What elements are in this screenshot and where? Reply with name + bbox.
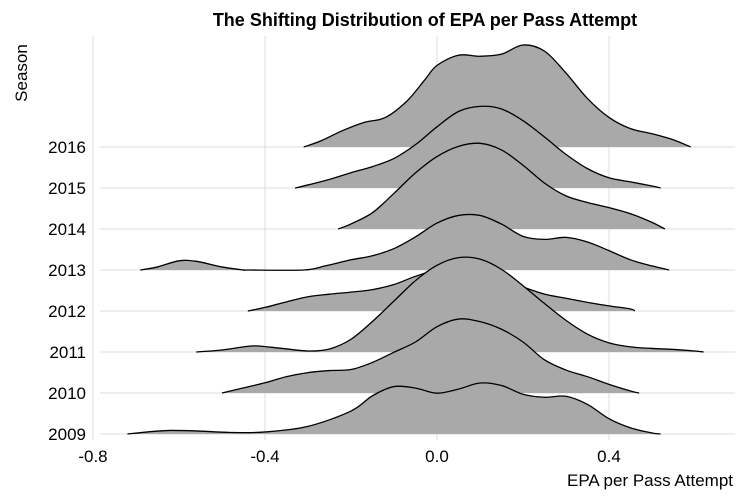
x-tick-label: -0.8 bbox=[78, 447, 107, 466]
y-tick-labels: 2009 2010 2011 2012 2013 2014 2015 2016 bbox=[48, 138, 86, 444]
ridge-fill-2010 bbox=[222, 318, 640, 393]
ridge-line-2010 bbox=[221, 318, 640, 394]
ridge-line-2013 bbox=[140, 213, 670, 271]
ridge-line-2016 bbox=[303, 44, 691, 148]
y-tick-label: 2011 bbox=[49, 343, 86, 362]
x-axis-title: EPA per Pass Attempt bbox=[567, 471, 733, 490]
chart-title: The Shifting Distribution of EPA per Pas… bbox=[213, 10, 637, 30]
y-tick-label: 2015 bbox=[48, 179, 86, 198]
ridge-line-2015 bbox=[294, 105, 661, 189]
y-tick-label: 2009 bbox=[48, 425, 86, 444]
x-tick-label: -0.4 bbox=[250, 447, 279, 466]
ridge-fill-2013 bbox=[140, 214, 670, 271]
ridge-fill-2014 bbox=[338, 143, 665, 229]
y-tick-label: 2014 bbox=[48, 220, 86, 239]
ridge-line-2009 bbox=[127, 382, 661, 435]
y-tick-label: 2010 bbox=[48, 384, 86, 403]
ridge-line-2011 bbox=[196, 256, 704, 353]
ridge-fill-2016 bbox=[303, 44, 691, 148]
y-tick-label: 2013 bbox=[48, 261, 86, 280]
x-tick-label: 0.0 bbox=[425, 447, 449, 466]
y-tick-label: 2016 bbox=[48, 138, 86, 157]
ridge-line-2014 bbox=[337, 142, 666, 230]
x-tick-labels: -0.8 -0.4 0.0 0.4 bbox=[78, 447, 620, 466]
x-tick-label: 0.4 bbox=[597, 447, 621, 466]
y-tick-label: 2012 bbox=[48, 302, 86, 321]
y-axis-title: Season bbox=[12, 44, 31, 102]
ridges bbox=[127, 44, 704, 435]
